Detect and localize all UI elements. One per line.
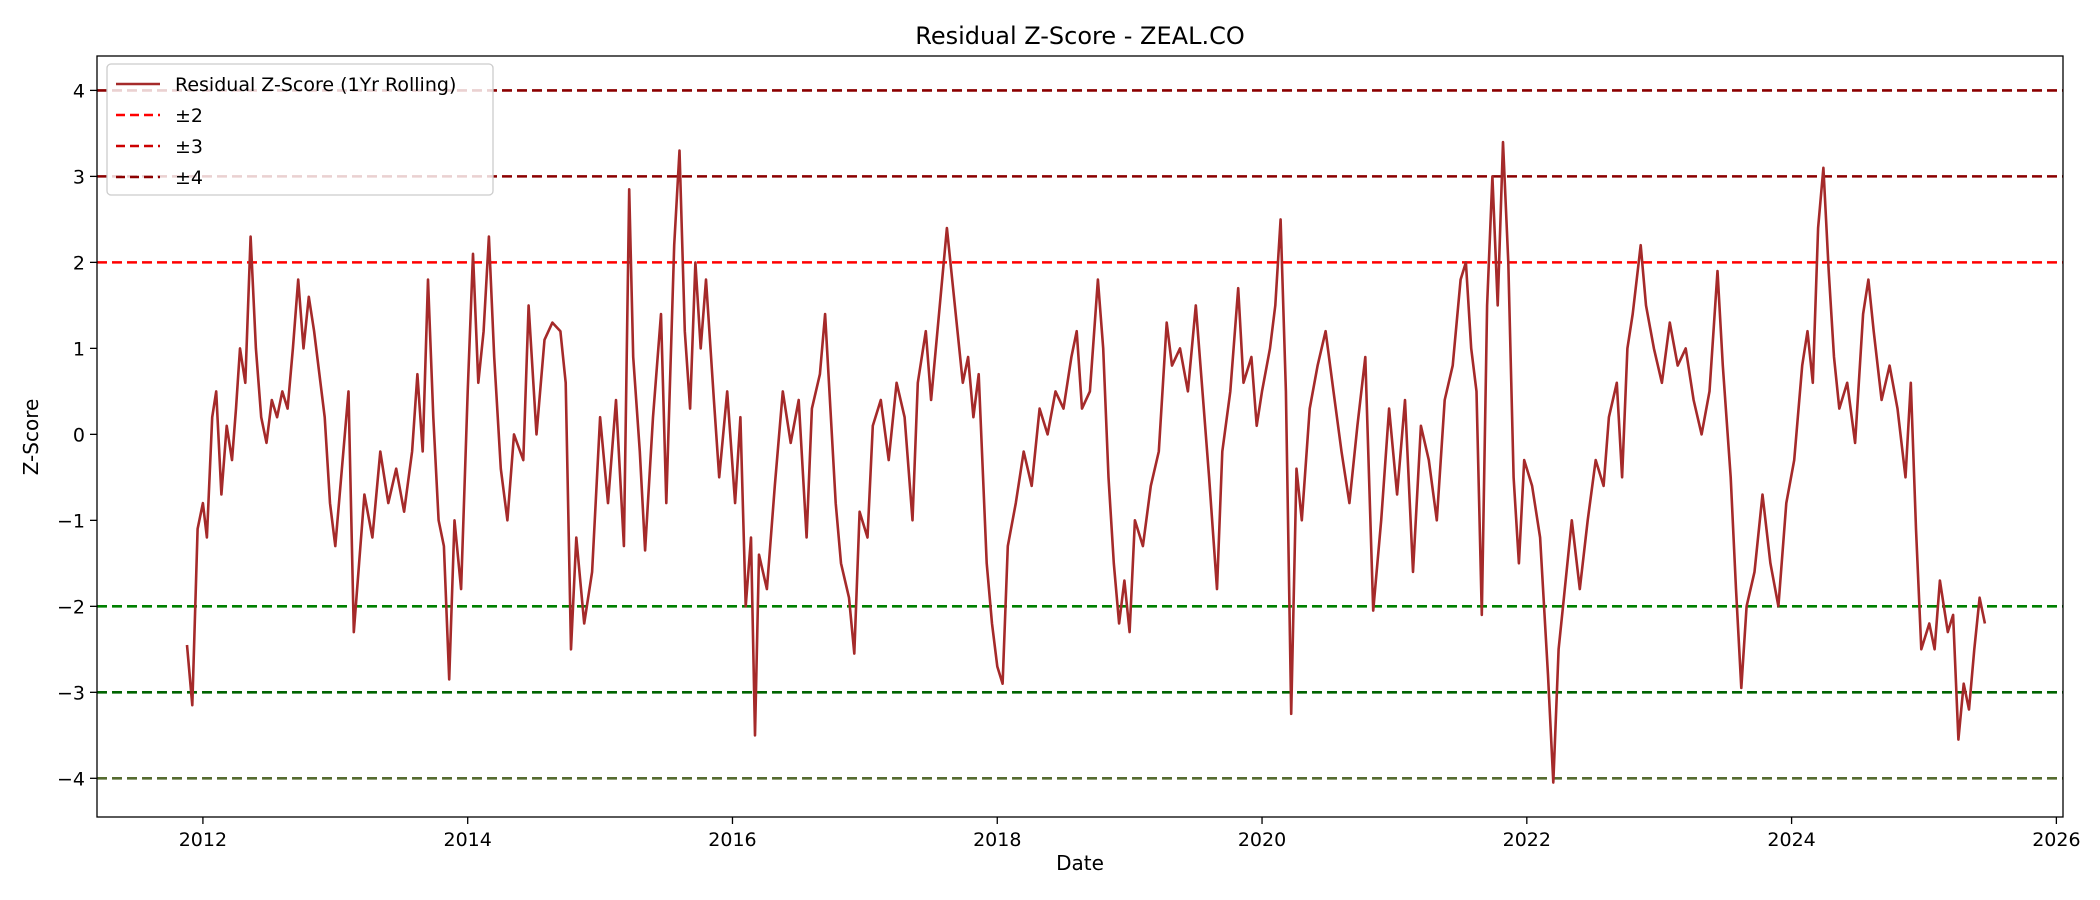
x-tick-label: 2012 — [179, 829, 227, 851]
y-tick-label: 3 — [73, 166, 85, 188]
x-tick-label: 2020 — [1238, 829, 1286, 851]
x-tick-label: 2026 — [2032, 829, 2080, 851]
y-tick-label: 2 — [73, 252, 85, 274]
x-tick-label: 2018 — [973, 829, 1021, 851]
y-tick-label: −4 — [57, 768, 85, 790]
legend-label-2: ±3 — [175, 136, 203, 158]
y-axis-label: Z-Score — [19, 399, 43, 476]
y-tick-label: 1 — [73, 338, 85, 360]
legend-box — [106, 63, 494, 196]
legend: Residual Z-Score (1Yr Rolling) ±2 ±3 ±4 — [106, 63, 494, 196]
x-tick-label: 2024 — [1767, 829, 1815, 851]
series-line-0 — [185, 140, 1987, 784]
x-tick-label: 2014 — [444, 829, 492, 851]
chart-title: Residual Z-Score - ZEAL.CO — [915, 22, 1244, 50]
x-axis-label: Date — [1056, 851, 1104, 875]
y-tick-label: −2 — [57, 596, 85, 618]
series-layer — [185, 140, 1987, 784]
y-axis: −4 −3 −2 −1 0 1 2 3 4 — [57, 80, 97, 790]
legend-label-3: ±4 — [175, 167, 203, 189]
plot-area-frame — [96, 55, 2064, 818]
x-axis: 2012 2014 2016 2018 2020 2022 2024 2026 — [179, 817, 2081, 851]
y-tick-label: 0 — [73, 424, 85, 446]
legend-label-1: ±2 — [175, 105, 203, 127]
x-tick-label: 2016 — [708, 829, 756, 851]
y-tick-label: −1 — [57, 510, 85, 532]
y-tick-label: 4 — [73, 80, 85, 102]
y-tick-label: −3 — [57, 682, 85, 704]
legend-label-0: Residual Z-Score (1Yr Rolling) — [175, 74, 456, 96]
reference-lines — [97, 89, 2063, 780]
x-tick-label: 2022 — [1503, 829, 1551, 851]
